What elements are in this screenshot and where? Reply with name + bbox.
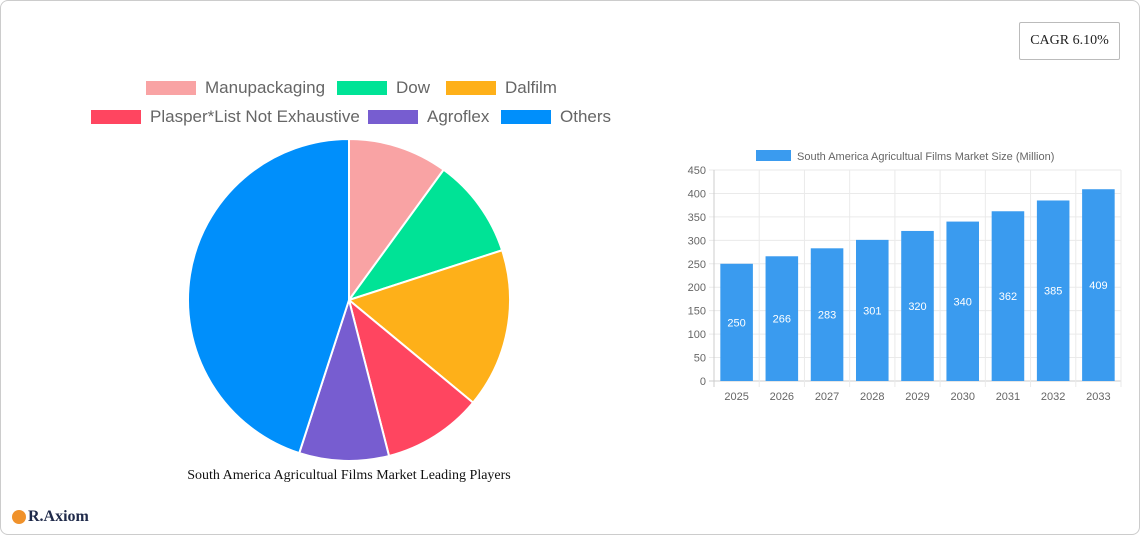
pie-slice[interactable]: [346, 248, 511, 405]
bar[interactable]: [1036, 200, 1070, 381]
y-tick-label: 200: [688, 282, 706, 294]
y-tick-label: 400: [688, 188, 706, 200]
bar[interactable]: [1082, 189, 1115, 381]
legend-item[interactable]: Agroflex: [368, 107, 489, 127]
legend-swatch: [501, 110, 551, 124]
brand-name: R.Axiom: [28, 508, 89, 525]
y-tick-label: 350: [688, 212, 706, 224]
x-tick-label: 2026: [770, 391, 794, 403]
bar[interactable]: [855, 239, 889, 381]
data-label: 250: [727, 317, 745, 329]
legend-label: Plasper*List Not Exhaustive: [150, 107, 360, 126]
y-tick-label: 150: [688, 306, 706, 318]
bar-legend-swatch: [756, 150, 791, 161]
pie-title: South America Agricultual Films Market L…: [187, 468, 511, 483]
logo-icon: [12, 510, 26, 524]
legend-item[interactable]: Manupackaging: [146, 78, 325, 98]
y-tick-label: 300: [688, 235, 706, 247]
legend-item[interactable]: Others: [501, 107, 611, 127]
y-tick-label: 450: [688, 165, 706, 177]
pie-slice[interactable]: [348, 137, 446, 304]
cagr-badge: CAGR 6.10%: [1019, 22, 1120, 60]
y-tick-label: 250: [688, 259, 706, 271]
y-tick-label: 100: [688, 329, 706, 341]
x-tick-label: 2031: [996, 391, 1020, 403]
legend-swatch: [91, 110, 141, 124]
data-label: 266: [773, 314, 791, 326]
bar-legend-label[interactable]: South America Agricultual Films Market S…: [797, 151, 1054, 163]
data-label: 301: [863, 305, 881, 317]
x-tick-label: 2033: [1086, 391, 1110, 403]
pie-slice[interactable]: [297, 296, 391, 462]
y-tick-label: 50: [694, 353, 706, 365]
bar[interactable]: [901, 230, 934, 381]
y-tick-label: 0: [700, 376, 706, 388]
legend-item[interactable]: Plasper*List Not Exhaustive: [91, 107, 360, 127]
bar[interactable]: [765, 256, 799, 381]
legend-label: Agroflex: [427, 107, 490, 126]
bar[interactable]: [720, 263, 753, 381]
pie-slice[interactable]: [187, 137, 350, 455]
x-tick-label: 2029: [905, 391, 929, 403]
x-tick-label: 2030: [950, 391, 974, 403]
data-label: 320: [908, 301, 926, 313]
x-tick-label: 2027: [815, 391, 839, 403]
legend-swatch: [337, 81, 387, 95]
x-tick-label: 2032: [1041, 391, 1065, 403]
bar[interactable]: [946, 221, 980, 381]
data-label: 385: [1044, 286, 1062, 298]
legend-label: Dalfilm: [505, 78, 557, 97]
pie-slice[interactable]: [346, 168, 504, 302]
data-label: 409: [1089, 280, 1107, 292]
bar-chart: 0 50 100 150 200 250 300 350 400 450 250 2025 266 202…: [688, 150, 1122, 403]
pie-chart: [187, 137, 511, 462]
data-label: 340: [954, 296, 972, 308]
x-tick-label: 2028: [860, 391, 884, 403]
legend-item[interactable]: Dow: [337, 78, 430, 98]
bar[interactable]: [991, 211, 1025, 381]
legend-label: Others: [560, 107, 612, 126]
x-tick-label: 2025: [724, 391, 748, 403]
data-label: 362: [999, 291, 1017, 303]
legend-label: Manupackaging: [205, 78, 326, 97]
legend-swatch: [446, 81, 496, 95]
legend-swatch: [146, 81, 196, 95]
data-label: 283: [818, 310, 836, 322]
brand-logo: R.Axiom: [12, 508, 89, 526]
legend-item[interactable]: Dalfilm: [446, 78, 557, 98]
legend-label: Dow: [396, 78, 431, 97]
bar[interactable]: [810, 248, 844, 381]
legend-swatch: [368, 110, 418, 124]
